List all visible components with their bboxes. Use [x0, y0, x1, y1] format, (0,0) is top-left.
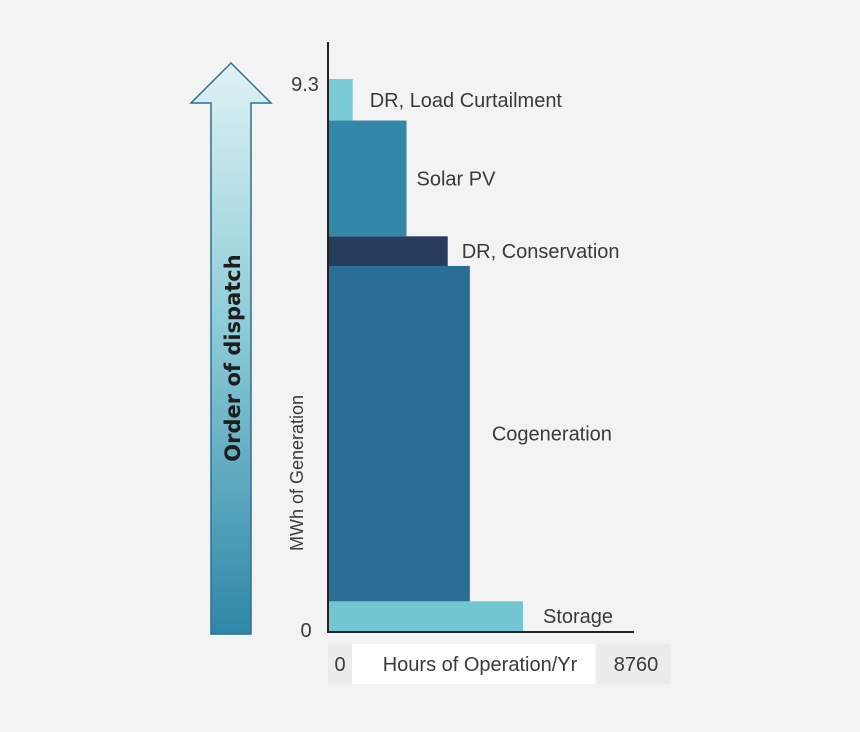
x-tick-left: 0 — [334, 654, 345, 676]
label-dr-load-curtailment: DR, Load Curtailment — [370, 90, 563, 112]
arrow-label: Order of dispatch — [221, 254, 245, 461]
x-axis-label: Hours of Operation/Yr — [383, 654, 578, 676]
y-axis-label: MWh of Generation — [287, 395, 307, 551]
order-arrow-icon — [189, 61, 273, 635]
bar-storage — [329, 601, 523, 631]
label-cogeneration: Cogeneration — [492, 424, 612, 446]
x-tick-right: 8760 — [614, 654, 659, 676]
label-storage: Storage — [543, 606, 613, 628]
bar-solar-pv — [329, 120, 407, 237]
x-label-cell-left — [328, 644, 352, 684]
y-tick-bottom: 0 — [300, 620, 311, 642]
x-label-cell-mid — [352, 644, 595, 684]
bar-dr-conservation — [329, 236, 448, 266]
bar-dr-load-curtailment — [329, 79, 353, 121]
bar-cogeneration — [329, 265, 470, 602]
x-label-cell-right — [597, 644, 671, 684]
bars — [329, 79, 523, 631]
y-tick-top: 9.3 — [291, 74, 319, 96]
label-dr-conservation: DR, Conservation — [462, 241, 620, 263]
label-solar-pv: Solar PV — [417, 168, 497, 190]
series-labels: Storage Cogeneration DR, Conservation Solar… — [370, 90, 620, 628]
